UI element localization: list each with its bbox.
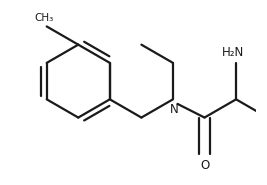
Text: H₂N: H₂N	[222, 46, 244, 59]
Text: CH₃: CH₃	[35, 13, 54, 23]
Text: O: O	[200, 159, 209, 171]
Text: N: N	[170, 103, 179, 116]
